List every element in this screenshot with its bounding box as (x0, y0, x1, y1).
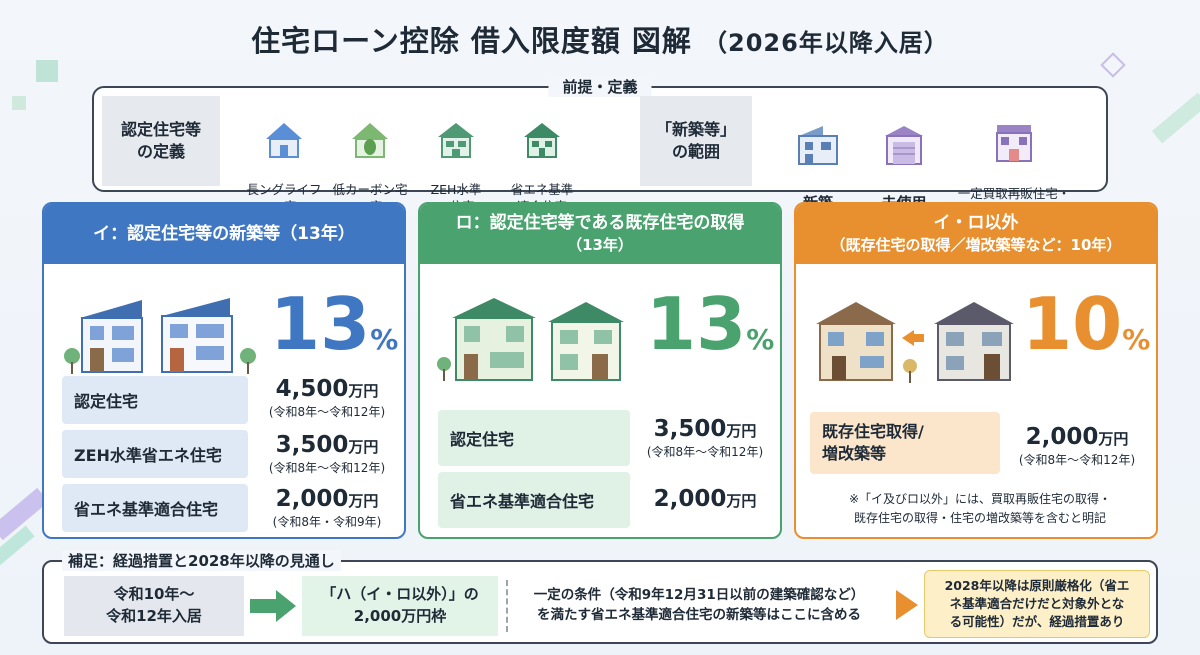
zeh-house-icon (438, 122, 474, 158)
card-title: イ・ロ以外 (933, 213, 1019, 234)
row-label: 省エネ基準適合住宅 (62, 484, 248, 532)
card-header: イ：認定住宅等の新築等（13年） (44, 204, 404, 264)
title-main: 住宅ローン控除 借入限度額 図解 (251, 24, 692, 58)
condition-text: 一定の条件（令和9年12月31日以前の建築確認など） を満たす省エネ基準適合住宅… (533, 587, 865, 623)
eco-house-icon (524, 122, 560, 158)
card-other: イ・ロ以外 （既存住宅の取得／増改築等など：10年） 10% 既存住宅取得/ 増… (794, 202, 1158, 539)
decor-stripe (1151, 92, 1200, 144)
deduction-rate: 13% (270, 282, 399, 366)
house-icon (266, 122, 302, 158)
premise-item-unused: 未使用 (856, 102, 952, 213)
row-amount: 2,000万円 (令和8年・令和9年) (272, 486, 382, 529)
decor-square (12, 96, 26, 110)
premise-item-eco: 省エネ基準 適合住宅 (494, 102, 590, 216)
dashed-divider (506, 580, 508, 632)
card-title: ロ：認定住宅等である既存住宅の取得 (455, 213, 745, 234)
row-amount: 4,500万円 (令和8年〜令和12年) (268, 376, 386, 419)
row-amount: 2,000万円 (653, 486, 757, 512)
row-amount: 3,500万円 (令和8年〜令和12年) (646, 416, 764, 459)
card-subtitle: （既存住宅の取得／増改築等など：10年） (830, 236, 1122, 255)
building-icon (798, 126, 838, 166)
row-label: 認定住宅 (62, 376, 248, 424)
premise-item-new: 新築 (770, 102, 866, 213)
decor-square (36, 60, 58, 82)
row-amount: 2,000万円 (令和8年〜令和12年) (1018, 424, 1136, 467)
deduction-rate: 13% (646, 282, 775, 366)
card-header: イ・ロ以外 （既存住宅の取得／増改築等など：10年） (796, 204, 1156, 264)
premise-item-zeh: ZEH水準 の住宅 (408, 102, 504, 216)
warning-box: 2028年以降は原則厳格化（省エ ネ基準適合だけだと対象外とな る可能性）だが、… (924, 570, 1150, 638)
premise-panel: 前提・定義 認定住宅等 の定義 長ングライフ の宅 低カーボン宅 の宅 ZEH水… (92, 76, 1108, 218)
supplement-panel: 補足：経過措置と2028年以降の見通し 令和10年〜 令和12年入居 「ハ（イ・… (42, 550, 1158, 644)
row-label: 省エネ基準適合住宅 (438, 472, 630, 528)
row-label: 認定住宅 (438, 410, 630, 466)
transition-period: 令和10年〜 令和12年入居 (64, 576, 244, 636)
deduction-rate: 10% (1022, 282, 1151, 366)
existing-houses-icon (437, 298, 624, 381)
frame-box: 「ハ（イ・ロ以外）」の 2,000万円枠 (302, 576, 498, 636)
arrow-right-icon (250, 590, 296, 622)
title-sub: （2026年以降入居） (703, 29, 949, 57)
new-definition: 「新築等」 の範囲 (640, 96, 752, 186)
card-subtitle: （13年） (567, 236, 633, 255)
card-certified-new: イ：認定住宅等の新築等（13年） 13% 認定住宅 4,500万円 (令和8年〜… (42, 202, 406, 539)
page-title: 住宅ローン控除 借入限度額 図解 （2026年以降入居） (0, 18, 1200, 60)
row-label: 既存住宅取得/ 増改築等 (810, 412, 1000, 474)
new-houses-icon (64, 298, 256, 374)
renovation-houses-icon (816, 302, 1014, 383)
premise-item-longlife: 長ングライフ の宅 (236, 102, 332, 216)
card-note: ※「イ及びロ以外」には、買取再販住宅の取得・ 既存住宅の取得・住宅の増改築等を含… (848, 492, 1112, 525)
premise-item-lowcarbon: 低カーボン宅 の宅 (322, 102, 418, 216)
card-title: イ：認定住宅等の新築等（13年） (93, 223, 355, 244)
supplement-label: 補足：経過措置と2028年以降の見通し (62, 550, 341, 571)
leaf-house-icon (352, 122, 388, 158)
premise-label: 前提・定義 (548, 76, 652, 97)
shop-house-icon (996, 124, 1032, 162)
card-header: ロ：認定住宅等である既存住宅の取得 （13年） (420, 204, 780, 264)
garage-icon (885, 126, 923, 166)
triangle-right-icon (896, 590, 918, 620)
row-label: ZEH水準省エネ住宅 (62, 430, 248, 478)
certified-definition: 認定住宅等 の定義 (102, 96, 220, 186)
card-certified-existing: ロ：認定住宅等である既存住宅の取得 （13年） 13% 認定住宅 3,500万円… (418, 202, 782, 539)
row-amount: 3,500万円 (令和8年〜令和12年) (268, 432, 386, 475)
